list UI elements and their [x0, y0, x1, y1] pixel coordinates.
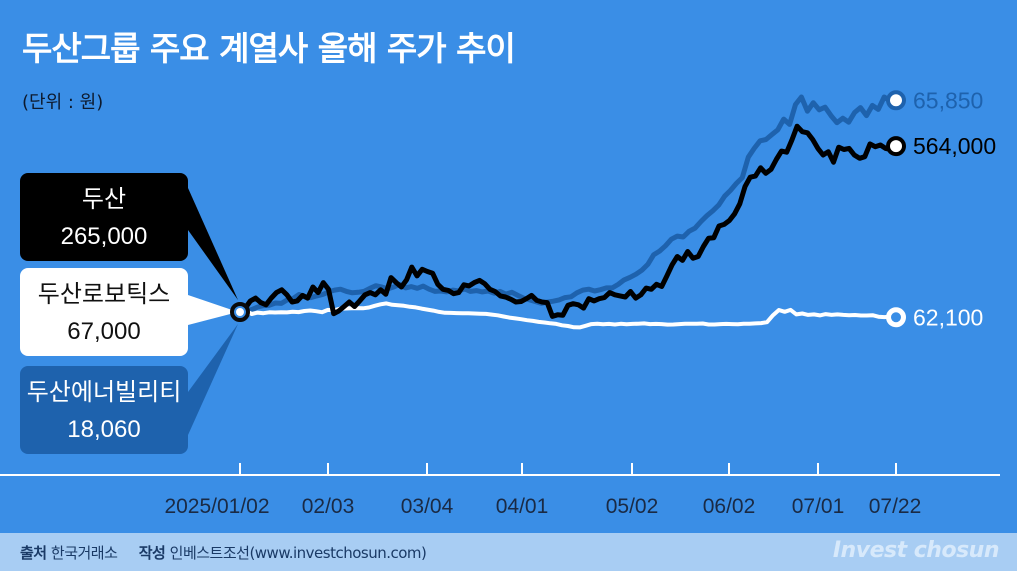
callout-start-value: 18,060 — [67, 416, 140, 443]
callout-start-value: 67,000 — [67, 318, 140, 345]
brand-logo: Invest chosun — [832, 538, 1000, 563]
x-tick-label: 06/02 — [703, 495, 756, 518]
x-tick-label: 02/03 — [302, 495, 355, 518]
x-tick-label: 03/04 — [401, 495, 454, 518]
callout-pointer — [188, 295, 238, 325]
source-line: 출처 한국거래소 작성 인베스트조선(www.investchosun.com) — [20, 542, 427, 563]
x-tick-label: 05/02 — [606, 495, 659, 518]
end-marker-inner — [891, 312, 901, 323]
chart-title: 두산그룹 주요 계열사 올해 주가 추이 — [22, 29, 516, 68]
end-value-label: 564,000 — [913, 133, 996, 159]
author-label: 작성 — [138, 544, 166, 562]
callout-box: 두산에너빌리티 18,060 — [20, 324, 238, 454]
callout-start-value: 265,000 — [61, 223, 148, 250]
x-tick-label: 07/01 — [792, 495, 845, 518]
end-value-label: 62,100 — [913, 304, 983, 330]
unit-label: (단위 : 원) — [22, 92, 104, 113]
series-lines — [237, 94, 899, 330]
x-tick-label: 2025/01/02 — [164, 495, 269, 518]
end-marker — [886, 136, 906, 157]
footer: 출처 한국거래소 작성 인베스트조선(www.investchosun.com)… — [0, 533, 1017, 571]
callout-series-name: 두산로보틱스 — [38, 281, 170, 308]
x-axis: 2025/01/02 02/03 03/04 04/01 05/02 06/02 07/01… — [0, 463, 1000, 518]
callout-box: 두산로보틱스 67,000 — [20, 268, 238, 356]
author-value: 인베스트조선(www.investchosun.com) — [169, 544, 427, 562]
end-value-label: 65,850 — [913, 87, 983, 113]
series-line-0 — [237, 123, 899, 319]
end-labels: 564,000 62,100 65,850 — [230, 87, 996, 330]
end-marker — [886, 90, 906, 111]
series-line-2 — [237, 94, 899, 315]
callout-background — [20, 366, 188, 454]
callout-series-name: 두산에너빌리티 — [27, 379, 182, 406]
source-value: 한국거래소 — [50, 544, 118, 562]
callout-pointer — [188, 188, 238, 300]
callout-pointer — [188, 324, 238, 435]
series-callouts: 두산 265,000 두산로보틱스 67,000 두산에너빌리티 18,060 — [20, 173, 238, 454]
x-tick-label: 04/01 — [496, 495, 549, 518]
callout-box: 두산 265,000 — [20, 173, 238, 300]
x-tick-label: 07/22 — [869, 495, 922, 518]
callout-series-name: 두산 — [82, 186, 126, 213]
callout-background — [20, 173, 188, 261]
start-marker-inner — [236, 308, 244, 316]
callout-background — [20, 268, 188, 356]
source-label: 출처 — [20, 544, 47, 562]
line-chart: 2025/01/02 02/03 03/04 04/01 05/02 06/02 07/01… — [0, 87, 1000, 518]
series-line-1 — [238, 301, 898, 330]
